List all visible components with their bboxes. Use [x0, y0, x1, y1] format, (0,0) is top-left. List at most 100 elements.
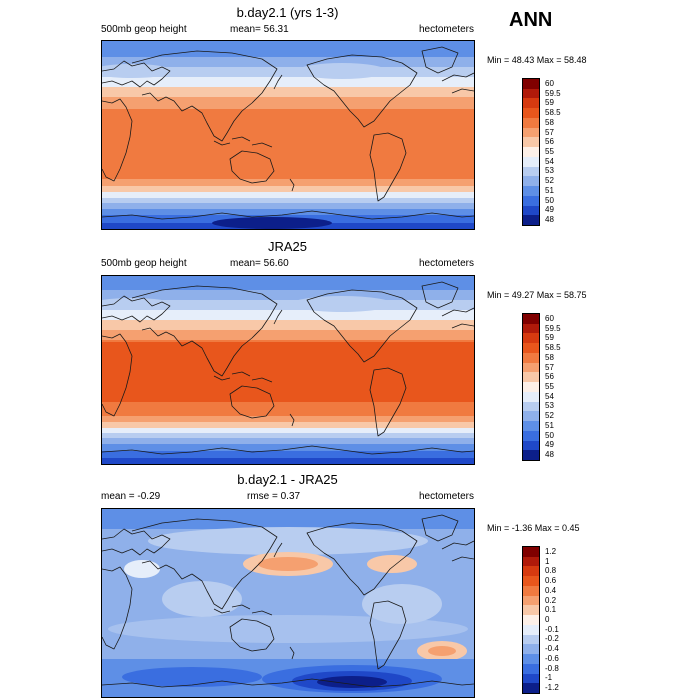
- colorbar-tick-label: -0.6: [545, 653, 559, 663]
- colorbar-tick-label: 59.5: [545, 88, 561, 98]
- colorbar-tick-label: 58: [545, 117, 554, 127]
- colorbar-cell: [523, 186, 539, 197]
- panel-1-minmax-label: Min = 48.43 Max = 58.48: [487, 55, 587, 65]
- colorbar-cell: [523, 411, 539, 422]
- panel-3-title: b.day2.1 - JRA25: [237, 472, 338, 487]
- colorbar-tick-label: 59: [545, 333, 554, 343]
- colorbar-tick-label: 54: [545, 156, 554, 166]
- colorbar-tick-label: 0.8: [545, 566, 557, 576]
- colorbar-cell: [523, 654, 539, 665]
- panel-1-variable-label: 500mb geop height: [101, 24, 187, 35]
- season-label: ANN: [509, 9, 553, 31]
- colorbar-cell: [523, 556, 539, 567]
- colorbar-tick-label: 60: [545, 78, 554, 88]
- colorbar-tick-label: -0.8: [545, 663, 559, 673]
- colorbar-tick-label: -1: [545, 673, 553, 683]
- colorbar-cell: [523, 644, 539, 655]
- colorbar-tick-label: 57: [545, 127, 554, 137]
- colorbar-cell: [523, 382, 539, 393]
- colorbar-tick-label: 51: [545, 185, 554, 195]
- colorbar-cell: [523, 314, 539, 325]
- colorbar-cell: [523, 147, 539, 158]
- colorbar-cell: [523, 352, 539, 364]
- colorbar-tick-label: 60: [545, 313, 554, 323]
- colorbar-cell: [523, 663, 539, 675]
- colorbar-cell: [523, 117, 539, 129]
- panel-3-units-label: hectometers: [418, 491, 474, 502]
- colorbar-tick-label: 0.4: [545, 585, 557, 595]
- colorbar-tick-label: 50: [545, 430, 554, 440]
- colorbar-tick-label: 56: [545, 372, 554, 382]
- panel-3-colorbar: 1.2 1 0.8 0.6 0.4 0.2 0.1 0 -0.1 -0.2 -0.4 -0.6 -0.8…: [522, 546, 559, 694]
- colorbar-tick-label: 58.5: [545, 108, 561, 118]
- colorbar-tick-label: 58: [545, 352, 554, 362]
- colorbar-tick-label: 0.2: [545, 595, 557, 605]
- panel-1-field: [102, 41, 474, 229]
- colorbar-tick-label: 1: [545, 556, 550, 566]
- colorbar-tick-label: 59.5: [545, 323, 561, 333]
- colorbar-cell: [523, 98, 539, 109]
- colorbar-cell: [523, 673, 539, 684]
- colorbar-cell: [523, 585, 539, 597]
- colorbar-cell: [523, 215, 539, 226]
- colorbar-cell: [523, 372, 539, 383]
- colorbar-cell: [523, 440, 539, 451]
- colorbar-tick-label: 50: [545, 195, 554, 205]
- colorbar-cell: [523, 195, 539, 207]
- colorbar-cell: [523, 605, 539, 616]
- colorbar-cell: [523, 624, 539, 636]
- colorbar-cell: [523, 108, 539, 119]
- colorbar-cell: [523, 166, 539, 177]
- colorbar-cell: [523, 362, 539, 373]
- panel-1-title: b.day2.1 (yrs 1-3): [236, 5, 339, 20]
- colorbar-tick-label: 52: [545, 176, 554, 186]
- panel-2-variable-label: 500mb geop height: [101, 258, 187, 269]
- colorbar-cell: [523, 421, 539, 432]
- panel-1-units-label: hectometers: [418, 24, 474, 35]
- panel-3-mean-label: mean = -0.29: [101, 491, 161, 502]
- colorbar-cell: [523, 595, 539, 606]
- colorbar-tick-label: -0.1: [545, 624, 559, 634]
- colorbar-cell: [523, 343, 539, 354]
- panel-2-units-label: hectometers: [418, 258, 474, 269]
- panel-1-colorbar: 60 59.5 59 58.5 58 57 56 55 54 53 52 51 50 49 48: [522, 78, 561, 226]
- colorbar-cell: [523, 333, 539, 344]
- colorbar-tick-label: 0: [545, 615, 550, 624]
- colorbar-tick-label: 51: [545, 420, 554, 430]
- panel-1-mean-label: mean= 56.31: [230, 24, 289, 35]
- panel-2-minmax-label: Min = 49.27 Max = 58.75: [487, 290, 587, 300]
- colorbar-cell: [523, 156, 539, 168]
- colorbar-tick-label: -1.2: [545, 683, 559, 693]
- panel-2-title: JRA25: [267, 239, 308, 254]
- colorbar-cell: [523, 88, 539, 99]
- colorbar-tick-label: 1.2: [545, 546, 557, 556]
- colorbar-cell: [523, 79, 539, 90]
- panel-2-colorbar: 60 59.5 59 58.5 58 57 56 55 54 53 52 51 50 49 48: [522, 313, 561, 461]
- colorbar-tick-label: 55: [545, 382, 554, 391]
- colorbar-cell: [523, 547, 539, 558]
- panel-3-rmse-label: rmse = 0.37: [247, 491, 301, 502]
- colorbar-cell: [523, 450, 539, 461]
- colorbar-tick-label: 0.1: [545, 605, 557, 615]
- panel-2-map: [101, 275, 475, 465]
- panel-1-map: [101, 40, 475, 230]
- colorbar-cell: [523, 683, 539, 694]
- colorbar-tick-label: 49: [545, 205, 554, 215]
- colorbar-tick-label: 59: [545, 98, 554, 108]
- colorbar-tick-label: -0.4: [545, 644, 559, 654]
- colorbar-tick-label: 57: [545, 362, 554, 372]
- colorbar-tick-label: 56: [545, 137, 554, 147]
- panel-3-field: [102, 509, 474, 697]
- colorbar-tick-label: 0.6: [545, 576, 557, 586]
- colorbar-tick-label: 55: [545, 147, 554, 156]
- colorbar-cell: [523, 615, 539, 626]
- colorbar-cell: [523, 323, 539, 334]
- colorbar-cell: [523, 176, 539, 187]
- panel-3-map: [101, 508, 475, 698]
- colorbar-cell: [523, 137, 539, 148]
- colorbar-cell: [523, 576, 539, 587]
- colorbar-cell: [523, 205, 539, 216]
- colorbar-cell: [523, 566, 539, 577]
- colorbar-tick-label: 53: [545, 401, 554, 411]
- colorbar-tick-label: 49: [545, 440, 554, 450]
